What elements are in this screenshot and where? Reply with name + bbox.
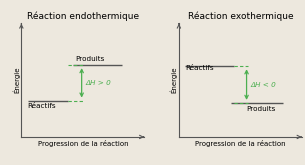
X-axis label: Progression de la réaction: Progression de la réaction (195, 140, 286, 147)
Text: Produits: Produits (246, 106, 276, 112)
X-axis label: Progression de la réaction: Progression de la réaction (38, 140, 128, 147)
Text: Réactifs: Réactifs (185, 65, 214, 71)
Title: Réaction exothermique: Réaction exothermique (188, 11, 293, 21)
Title: Réaction endothermique: Réaction endothermique (27, 11, 139, 21)
Text: ΔH < 0: ΔH < 0 (250, 82, 276, 88)
Text: ΔH > 0: ΔH > 0 (85, 80, 111, 86)
Y-axis label: Énergie: Énergie (170, 67, 178, 93)
Text: Réactifs: Réactifs (27, 103, 56, 109)
Text: Produits: Produits (76, 56, 105, 62)
Y-axis label: Énergie: Énergie (13, 67, 20, 93)
